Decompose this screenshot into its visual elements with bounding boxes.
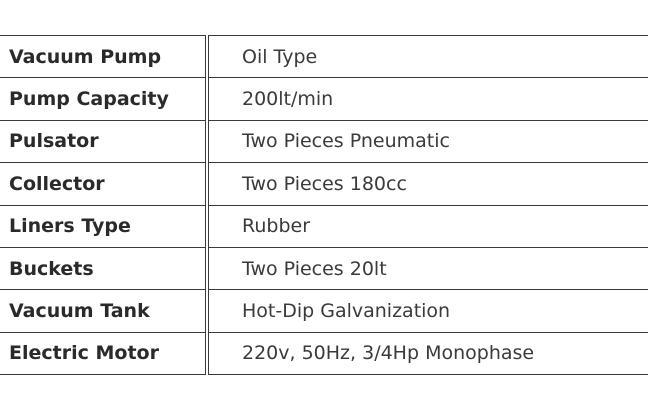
spec-value: Oil Type (207, 34, 648, 79)
spec-value: Two Pieces 180cc (207, 162, 648, 206)
table-row: Pulsator Two Pieces Pneumatic (0, 119, 648, 164)
spec-label: Electric Motor (0, 331, 209, 376)
spec-label: Collector (0, 162, 209, 206)
spec-label: Liners Type (0, 204, 209, 248)
table-row: Electric Motor 220v, 50Hz, 3/4Hp Monopha… (0, 331, 648, 376)
spec-value: 220v, 50Hz, 3/4Hp Monophase (207, 331, 648, 376)
spec-label: Buckets (0, 246, 209, 291)
table-row: Collector Two Pieces 180cc (0, 162, 648, 206)
table-row: Pump Capacity 200lt/min (0, 77, 648, 121)
table-row: Vacuum Tank Hot-Dip Galvanization (0, 289, 648, 333)
spec-value: 200lt/min (207, 77, 648, 121)
spec-label: Vacuum Pump (0, 34, 209, 79)
spec-label: Vacuum Tank (0, 289, 209, 333)
table-row: Liners Type Rubber (0, 204, 648, 248)
table-row: Vacuum Pump Oil Type (0, 34, 648, 79)
spec-value: Two Pieces Pneumatic (207, 119, 648, 164)
spec-label: Pulsator (0, 119, 209, 164)
spec-label: Pump Capacity (0, 77, 209, 121)
spec-table-body: Vacuum Pump Oil Type Pump Capacity 200lt… (0, 34, 648, 376)
spec-table: Vacuum Pump Oil Type Pump Capacity 200lt… (0, 34, 648, 376)
table-row: Buckets Two Pieces 20lt (0, 246, 648, 291)
spec-value: Rubber (207, 204, 648, 248)
spec-value: Two Pieces 20lt (207, 246, 648, 291)
spec-value: Hot-Dip Galvanization (207, 289, 648, 333)
